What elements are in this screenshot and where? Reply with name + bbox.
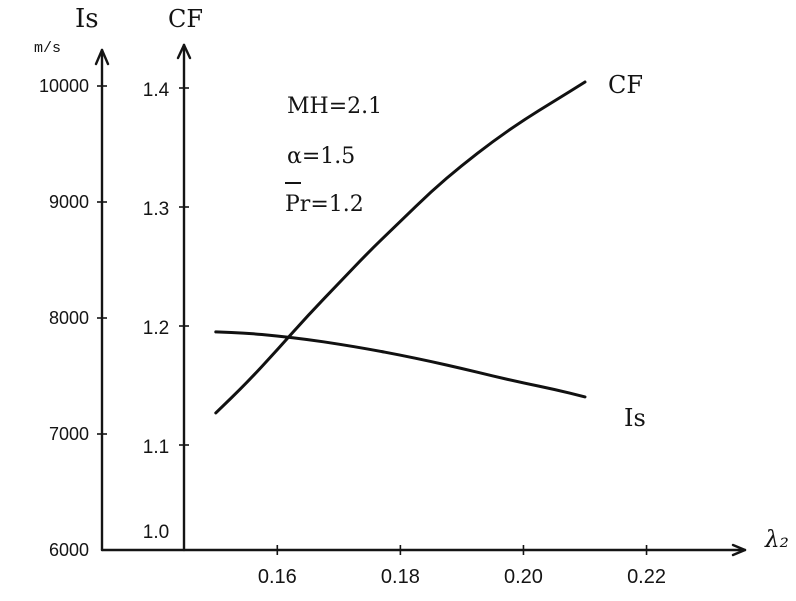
is-tick-label: 7000 bbox=[49, 424, 89, 444]
ticks-layer: 6000 7000 8000 9000 10000 1.0 1.1 1.2 1.3 1.4 0.16… bbox=[39, 76, 666, 588]
x-axis-label: λ₂ bbox=[764, 527, 789, 553]
labels-layer: Is CF m/s λ₂ CF Is MH=2.1 α=1.5 Pr=1.2 bbox=[34, 4, 789, 553]
cf-axis-title-main: CF bbox=[168, 5, 203, 33]
is-tick-label: 10000 bbox=[39, 76, 89, 96]
x-tick-label: 0.18 bbox=[381, 566, 420, 588]
series-label-cf: CF bbox=[608, 71, 643, 99]
is-axis-unit: m/s bbox=[34, 40, 61, 57]
series-line-is bbox=[214, 330, 587, 399]
x-axis-arrow bbox=[731, 543, 747, 557]
cf-tick-label: 1.0 bbox=[143, 522, 169, 543]
annotation-mh: MH=2.1 bbox=[287, 94, 382, 119]
cf-tick-label: 1.4 bbox=[143, 80, 170, 101]
x-tick-label: 0.16 bbox=[258, 566, 297, 588]
annotation-alpha: α=1.5 bbox=[287, 144, 355, 169]
series-layer bbox=[214, 80, 587, 415]
annotation-pr: Pr=1.2 bbox=[285, 192, 364, 217]
cf-tick-label: 1.3 bbox=[143, 199, 169, 220]
is-tick-label: 6000 bbox=[49, 540, 89, 560]
is-tick-label: 9000 bbox=[49, 192, 89, 212]
cf-axis-arrow bbox=[176, 43, 192, 60]
is-axis-arrow bbox=[94, 48, 110, 66]
is-axis-title-main: Is bbox=[75, 4, 99, 34]
axes-layer bbox=[94, 43, 747, 557]
series-label-is: Is bbox=[624, 404, 646, 432]
x-tick-label: 0.22 bbox=[627, 566, 666, 588]
is-tick-label: 8000 bbox=[49, 308, 89, 328]
x-tick-label: 0.20 bbox=[504, 566, 543, 588]
cf-tick-label: 1.1 bbox=[143, 437, 169, 458]
cf-tick-label: 1.2 bbox=[143, 318, 169, 339]
series-line-cf bbox=[214, 80, 587, 415]
